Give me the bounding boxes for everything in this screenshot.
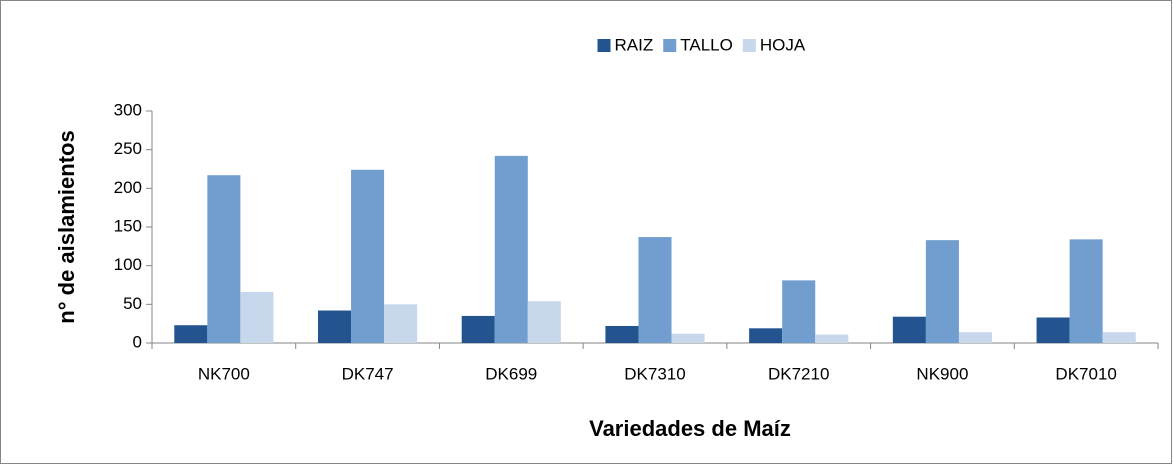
bar xyxy=(527,301,561,343)
bar xyxy=(1036,317,1070,343)
y-tick-label: 100 xyxy=(114,255,142,274)
legend-label: RAIZ xyxy=(615,35,654,54)
y-tick-label: 250 xyxy=(114,139,142,158)
bar xyxy=(317,310,352,343)
bar xyxy=(1102,332,1136,343)
x-tick-label: DK747 xyxy=(342,364,394,383)
y-tick-label: 50 xyxy=(123,294,142,313)
bar xyxy=(892,316,926,343)
bar xyxy=(207,175,241,343)
y-tick-label: 200 xyxy=(114,178,142,197)
bar xyxy=(461,315,495,343)
bar xyxy=(638,237,672,343)
legend-label: HOJA xyxy=(760,35,806,54)
x-axis-title: Variedades de Maíz xyxy=(589,416,791,441)
bar xyxy=(240,291,274,343)
x-tick-label: DK699 xyxy=(485,364,537,383)
bar xyxy=(958,332,993,343)
bar xyxy=(671,333,705,343)
x-tick-label: DK7310 xyxy=(624,364,685,383)
x-tick-label: NK700 xyxy=(198,364,250,383)
bar xyxy=(815,334,849,343)
legend-swatch xyxy=(663,39,677,52)
x-tick-label: NK900 xyxy=(916,364,968,383)
bar xyxy=(174,325,208,343)
y-tick-label: 150 xyxy=(114,216,142,235)
bar xyxy=(494,155,528,343)
y-axis-title: n° de aislamientos xyxy=(54,130,79,323)
legend-swatch xyxy=(742,39,756,52)
x-tick-label: DK7010 xyxy=(1055,364,1116,383)
bar xyxy=(351,169,385,343)
bar xyxy=(749,328,783,343)
x-tick-label: DK7210 xyxy=(768,364,829,383)
bar xyxy=(925,240,959,343)
legend-swatch xyxy=(597,39,611,52)
bar xyxy=(605,325,639,343)
bar xyxy=(782,280,816,343)
y-tick-label: 0 xyxy=(133,332,142,351)
legend-label: TALLO xyxy=(680,35,733,54)
bar xyxy=(384,304,418,343)
y-tick-label: 300 xyxy=(114,100,142,119)
bar xyxy=(1069,239,1103,343)
